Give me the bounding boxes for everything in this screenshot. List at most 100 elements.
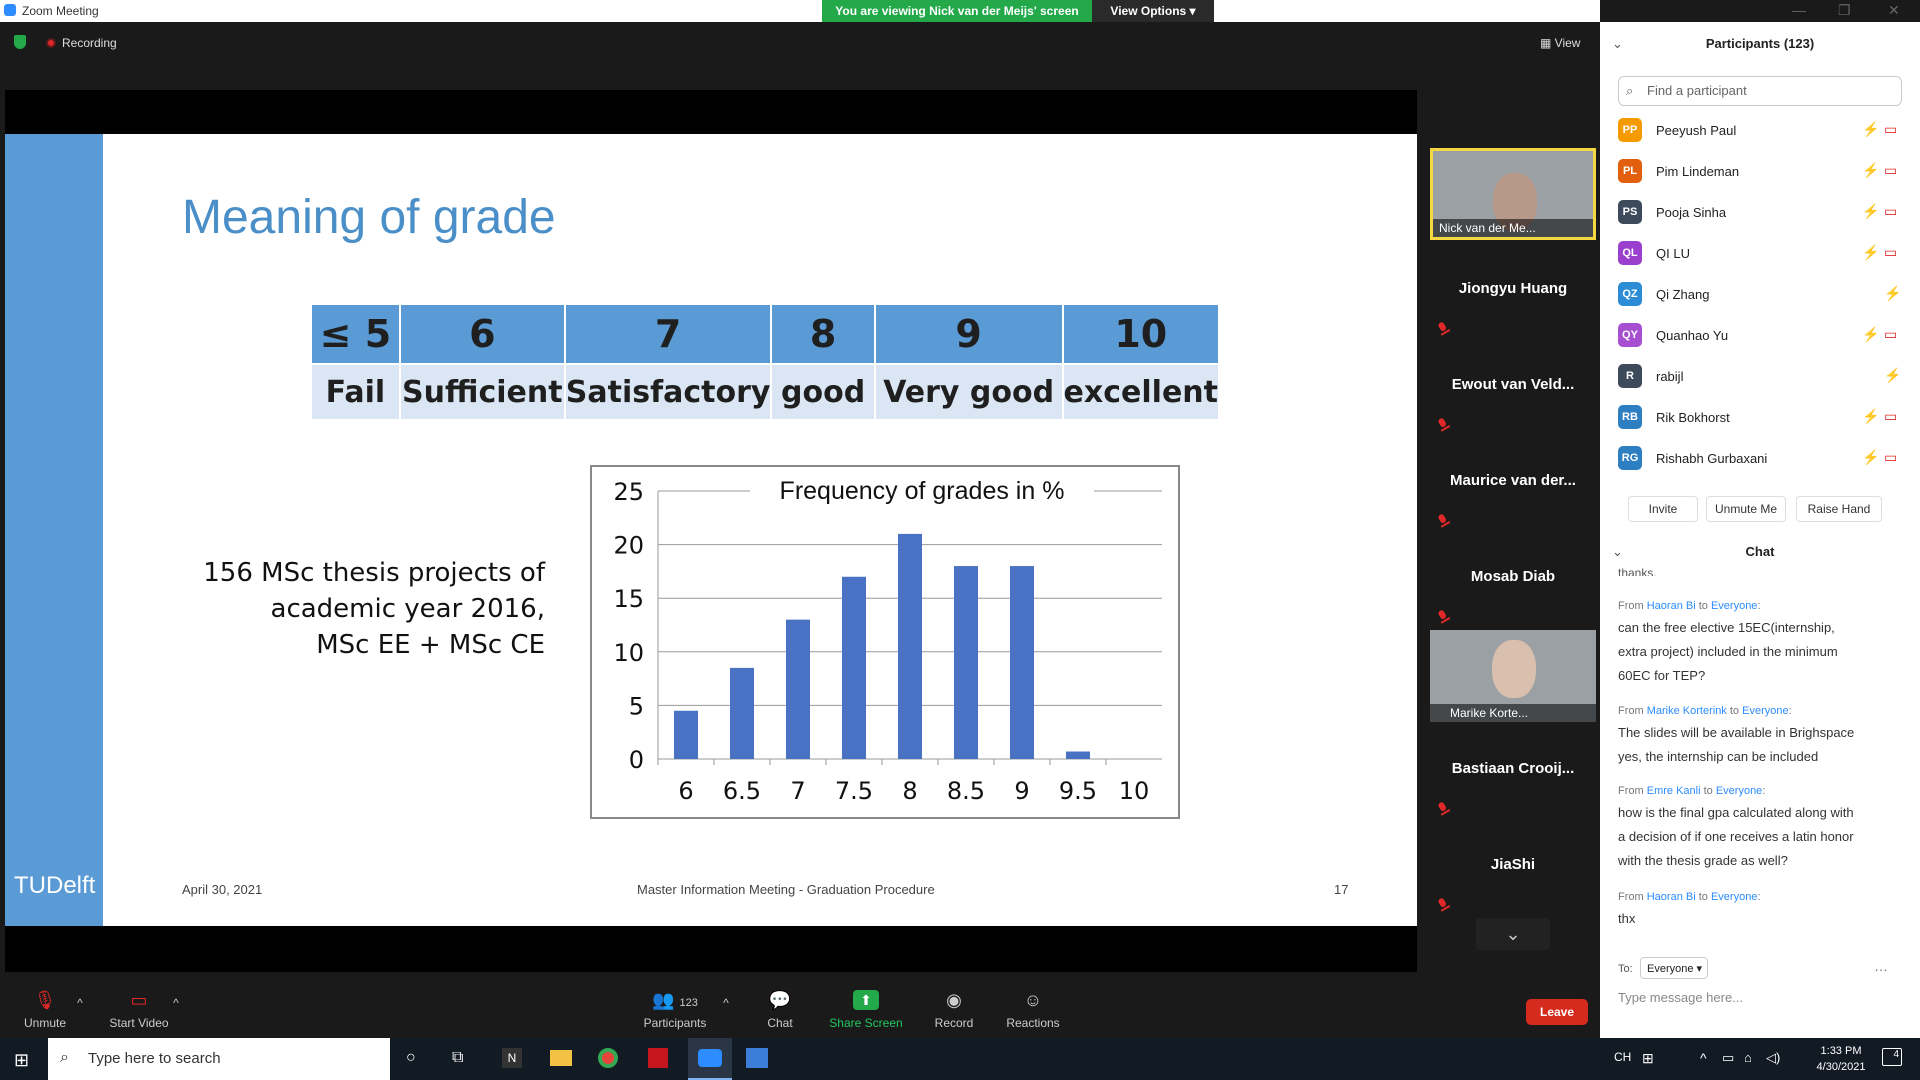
chat-sender[interactable]: Marike Korterink xyxy=(1646,705,1727,717)
participant-name: Rik Bokhorst xyxy=(1656,410,1730,425)
volume-icon[interactable]: ◁) xyxy=(1766,1050,1781,1065)
y-tick-label: 5 xyxy=(629,692,644,720)
chrome-icon[interactable] xyxy=(598,1048,618,1068)
notification-center-icon[interactable]: 4 xyxy=(1882,1048,1902,1066)
chat-sender[interactable]: Haoran Bi xyxy=(1646,600,1696,612)
file-explorer-icon[interactable] xyxy=(550,1050,572,1066)
meeting-toolbar xyxy=(0,972,1600,1038)
video-tile-active-speaker[interactable]: Nick van der Me... xyxy=(1430,148,1596,240)
video-tile[interactable]: Jiongyu Huang xyxy=(1430,246,1596,338)
projects-line: MSc EE + MSc CE xyxy=(316,630,545,660)
participant-row[interactable]: PS Pooja Sinha ⚡ ▭ xyxy=(1618,192,1908,232)
participant-row[interactable]: QY Quanhao Yu ⚡ ▭ xyxy=(1618,315,1908,355)
encryption-shield-icon[interactable] xyxy=(14,35,26,49)
video-off-icon: ▭ xyxy=(1884,449,1898,465)
participant-row[interactable]: PL Pim Lindeman ⚡ ▭ xyxy=(1618,151,1908,191)
notion-app-icon[interactable]: N xyxy=(502,1048,522,1068)
chevron-down-icon[interactable]: ⌄ xyxy=(1476,918,1550,950)
participant-name: Rishabh Gurbaxani xyxy=(1656,451,1768,466)
chat-sender[interactable]: Emre Kanli xyxy=(1646,785,1701,797)
participants-title: Participants (123) xyxy=(1705,36,1815,51)
video-tile[interactable]: Maurice van der... xyxy=(1430,438,1596,530)
participant-search-input[interactable]: Find a participant xyxy=(1618,76,1902,106)
video-tile[interactable]: Mosab Diab xyxy=(1430,534,1596,626)
chat-sender[interactable]: Haoran Bi xyxy=(1646,891,1696,903)
leave-button[interactable]: Leave xyxy=(1526,999,1588,1025)
participants-caret-icon[interactable]: ^ xyxy=(723,996,729,1010)
video-options-caret-icon[interactable]: ^ xyxy=(173,996,179,1010)
chat-recipient: Everyone xyxy=(1710,600,1758,612)
chat-line: with the thesis grade as well? xyxy=(1618,853,1788,868)
chat-message: can the free elective 15EC(internship, e… xyxy=(1618,616,1888,688)
taskbar-clock[interactable]: 1:33 PM 4/30/2021 xyxy=(1806,1043,1876,1075)
grade-label-cell: Satisfactory xyxy=(563,363,773,421)
participant-row[interactable]: RG Rishabh Gurbaxani ⚡ ▭ xyxy=(1618,438,1908,478)
more-options-icon[interactable]: … xyxy=(1874,958,1888,974)
window-title: Zoom Meeting xyxy=(22,4,99,18)
video-tile[interactable]: Marike Korte... xyxy=(1430,630,1596,722)
record-button[interactable]: ◉ Record xyxy=(932,990,976,1030)
video-tile[interactable]: Bastiaan Crooij... xyxy=(1430,726,1596,818)
input-language-indicator[interactable]: CH xyxy=(1614,1050,1632,1064)
unmute-label: Unmute xyxy=(23,1016,67,1030)
tudelft-logo: TUDelft xyxy=(14,872,96,899)
unmute-button[interactable]: 🎙 Unmute xyxy=(22,990,68,1030)
collapse-chat-icon[interactable]: ⌄ xyxy=(1612,544,1623,559)
participants-label: Participants xyxy=(643,1016,707,1030)
raise-hand-button[interactable]: Raise Hand xyxy=(1796,496,1882,522)
battery-icon[interactable]: ▭ xyxy=(1722,1050,1735,1065)
task-view-icon[interactable]: ⧉ xyxy=(452,1049,464,1066)
participant-row[interactable]: RB Rik Bokhorst ⚡ ▭ xyxy=(1618,397,1908,437)
recording-icon xyxy=(46,38,56,48)
x-tick-label: 7 xyxy=(790,777,805,805)
video-off-icon: ▭ xyxy=(1884,121,1898,137)
view-options-button[interactable]: View Options ▾ xyxy=(1092,0,1214,22)
slide-footer: Master Information Meeting - Graduation … xyxy=(637,882,935,897)
close-icon[interactable]: ✕ xyxy=(1888,2,1900,18)
network-icon[interactable]: ⌂ xyxy=(1744,1050,1752,1065)
chat-recipient: Everyone xyxy=(1715,785,1763,797)
cortana-icon[interactable]: ○ xyxy=(406,1049,416,1066)
participant-row[interactable]: R rabijl ⚡ xyxy=(1618,356,1908,396)
windows-start-icon[interactable]: ⊞ xyxy=(14,1050,30,1070)
view-layout-button[interactable]: ▦ View xyxy=(1540,36,1581,50)
share-screen-button[interactable]: ⬆ Share Screen xyxy=(828,990,904,1030)
restore-icon[interactable]: ❐ xyxy=(1838,2,1851,18)
reactions-button[interactable]: ☺ Reactions xyxy=(1004,990,1062,1030)
window-title-bar: Zoom Meeting — ❐ ✕ xyxy=(0,0,1900,22)
y-tick-label: 15 xyxy=(613,585,644,613)
acrobat-icon[interactable] xyxy=(648,1048,668,1068)
video-tile[interactable]: JiaShi xyxy=(1430,822,1596,914)
minimize-icon[interactable]: — xyxy=(1792,2,1806,18)
start-video-label: Start Video xyxy=(109,1016,169,1030)
avatar: QZ xyxy=(1618,282,1642,306)
tray-expand-icon[interactable]: ^ xyxy=(1700,1050,1707,1066)
video-tile[interactable]: Ewout van Veld... xyxy=(1430,342,1596,434)
participants-icon: 👥 123 xyxy=(652,990,698,1010)
chart-title-background xyxy=(750,477,1094,505)
video-off-icon: ▭ xyxy=(1884,326,1898,342)
audio-options-caret-icon[interactable]: ^ xyxy=(77,996,83,1010)
chat-message-input[interactable]: Type message here... xyxy=(1618,990,1744,1005)
start-video-button[interactable]: ▭ Start Video xyxy=(106,990,172,1030)
photos-app-icon[interactable] xyxy=(746,1048,768,1068)
taskbar-search-input[interactable]: Type here to search xyxy=(48,1038,390,1080)
unmute-me-button[interactable]: Unmute Me xyxy=(1706,496,1786,522)
chat-line: thx xyxy=(1618,911,1636,926)
invite-button[interactable]: Invite xyxy=(1628,496,1698,522)
chat-button[interactable]: 💬 Chat xyxy=(760,990,800,1030)
collapse-participants-icon[interactable]: ⌄ xyxy=(1612,36,1623,51)
view-options-label: View Options xyxy=(1110,4,1187,18)
y-tick-label: 25 xyxy=(613,478,644,506)
grade-label-cell: Very good xyxy=(873,363,1064,421)
participant-row[interactable]: QZ Qi Zhang ⚡ xyxy=(1618,274,1908,314)
muted-mic-icon xyxy=(1435,512,1451,528)
participant-row[interactable]: PP Peeyush Paul ⚡ ▭ xyxy=(1618,110,1908,150)
participant-name: Pooja Sinha xyxy=(1656,205,1727,220)
chat-recipient-select[interactable]: Everyone ▾ xyxy=(1640,957,1708,979)
chat-line: yes, the internship can be included xyxy=(1618,749,1819,764)
participants-button[interactable]: 👥 123 Participants xyxy=(640,990,710,1030)
zoom-app-icon xyxy=(698,1049,722,1067)
ime-grid-icon[interactable]: ⊞ xyxy=(1642,1050,1654,1066)
participant-row[interactable]: QL QI LU ⚡ ▭ xyxy=(1618,233,1908,273)
